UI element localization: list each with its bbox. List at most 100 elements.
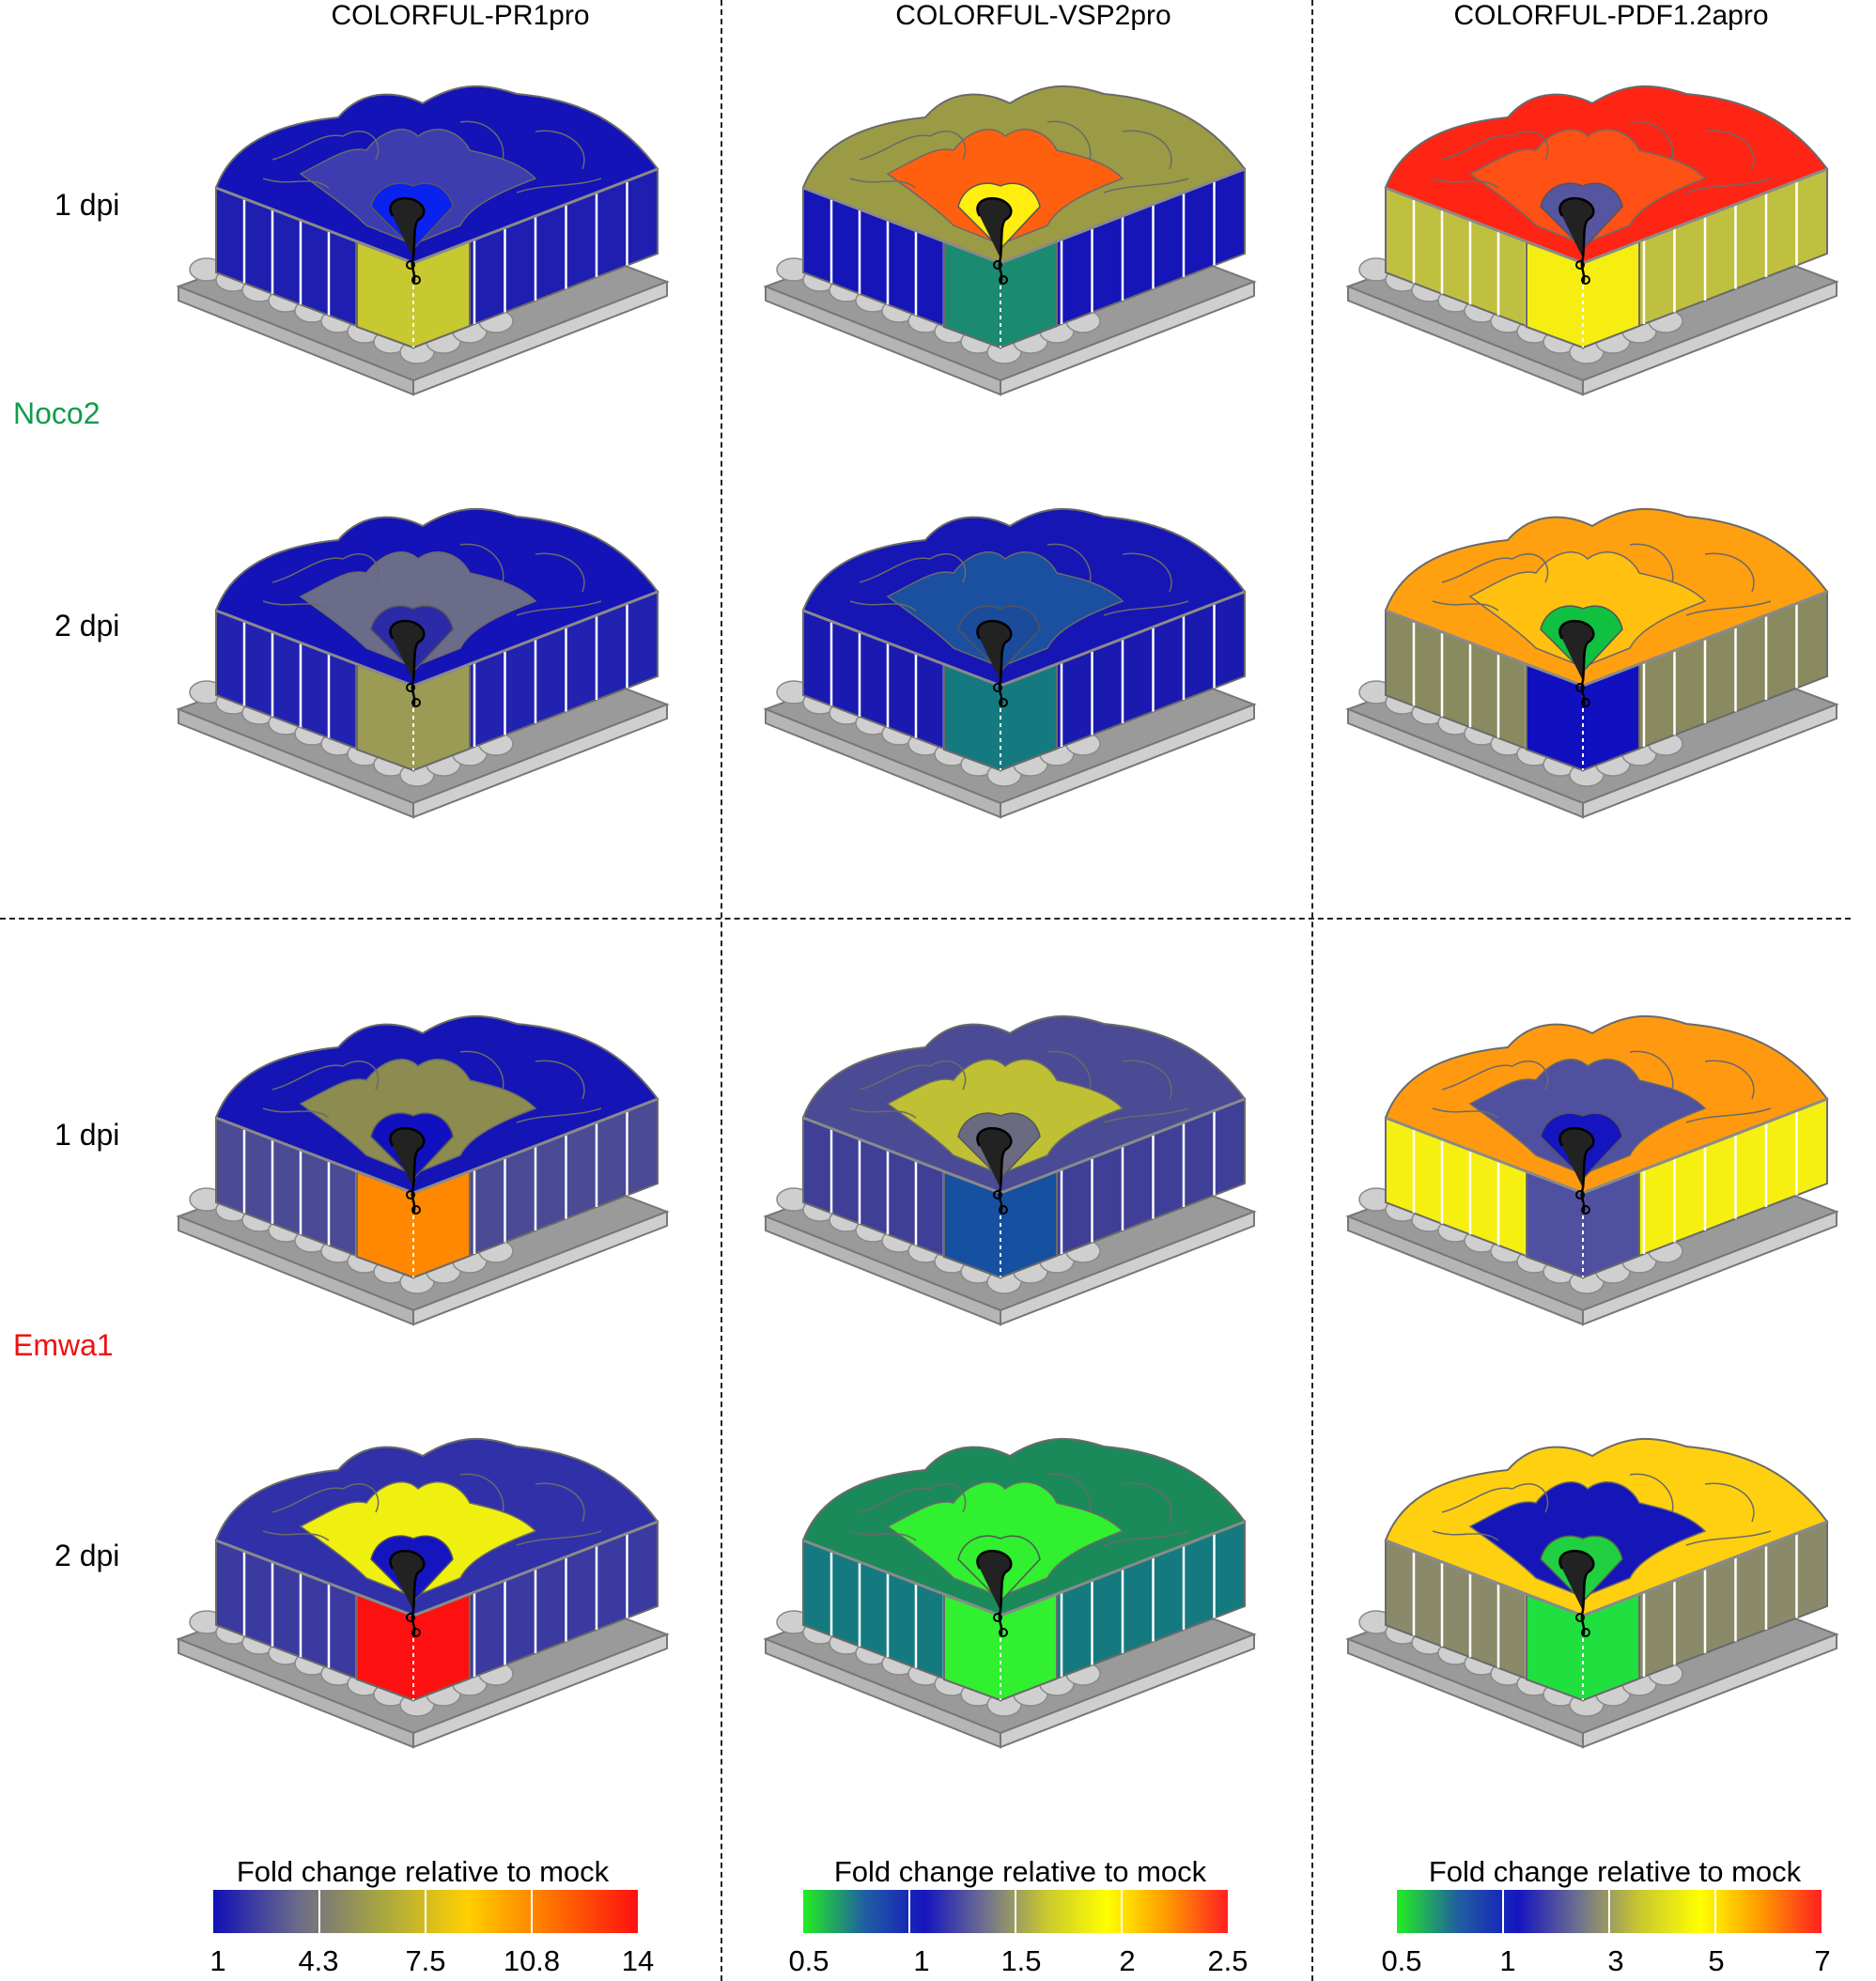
cell-outline xyxy=(1685,1107,1772,1123)
appressorium xyxy=(999,275,1008,285)
leaf-panel xyxy=(176,85,670,396)
cell-outline xyxy=(1103,178,1189,193)
row-label-emwa1-1dpi: 1 dpi xyxy=(54,1118,120,1152)
cell-outline xyxy=(1704,1482,1755,1523)
cell-outline xyxy=(262,1530,330,1541)
row-label-noco2-2dpi: 2 dpi xyxy=(54,609,120,642)
cell-outline xyxy=(849,1530,917,1541)
cell-outline xyxy=(849,1107,917,1119)
appressorium xyxy=(1581,698,1590,707)
hypha xyxy=(1558,196,1595,259)
cell-outline xyxy=(459,120,504,161)
pathogen-label-noco2: Noco2 xyxy=(13,396,101,430)
cell-outline xyxy=(859,1064,931,1091)
colorbars xyxy=(213,1890,1822,1933)
appressorium xyxy=(1581,275,1590,285)
appressorium xyxy=(993,1190,1002,1199)
hypha-stem xyxy=(998,1187,1003,1215)
base-edge-right xyxy=(412,1210,668,1326)
cell-outline xyxy=(516,1107,602,1123)
leaf-panel xyxy=(763,85,1257,396)
cell-outline xyxy=(516,600,602,616)
cell-outline xyxy=(535,130,585,170)
colorbar-tick: 7 xyxy=(1814,1944,1831,1977)
colorbar-tick: 1 xyxy=(209,1944,226,1977)
hypha xyxy=(389,1126,426,1189)
cell-outline xyxy=(342,1060,380,1091)
leaf-panel xyxy=(763,1014,1257,1326)
hypha-stem xyxy=(411,680,416,707)
cell-outline xyxy=(1441,134,1513,161)
cell-outline xyxy=(1047,120,1092,161)
column-title-pr1: COLORFUL-PR1pro xyxy=(331,0,590,31)
cell-outline xyxy=(1103,1530,1189,1546)
cell-outline xyxy=(459,1050,504,1091)
cell-outline xyxy=(516,1530,602,1546)
leaf-panel xyxy=(1345,1014,1839,1326)
cell-outline xyxy=(929,131,967,161)
appressorium xyxy=(1575,683,1585,692)
colorbar-tick: 1.5 xyxy=(1000,1944,1042,1977)
hypha-stem xyxy=(998,257,1003,285)
cell-outline xyxy=(1512,1060,1549,1091)
cell-outline xyxy=(1432,1530,1499,1541)
colorbar-title-pdf12: Fold change relative to mock xyxy=(1428,1855,1802,1888)
divider-horizontal xyxy=(0,918,1851,920)
cell-outline xyxy=(342,131,380,161)
cell-outline xyxy=(459,543,504,583)
cell-outline xyxy=(1103,600,1189,616)
cell-outline xyxy=(1441,1064,1513,1091)
appressorium xyxy=(1575,260,1585,270)
colorbar-tick: 5 xyxy=(1708,1944,1725,1977)
cell-outline xyxy=(1432,600,1499,611)
cell-outline xyxy=(342,553,380,583)
appressorium xyxy=(411,275,421,285)
cell-outline xyxy=(1103,1107,1189,1123)
colorbar-tick: 2.5 xyxy=(1207,1944,1248,1977)
hypha xyxy=(976,1549,1013,1612)
cell-outline xyxy=(859,1487,931,1513)
appressorium xyxy=(993,1613,1002,1622)
base-edge-right xyxy=(1000,1633,1255,1749)
hypha-stem xyxy=(411,257,416,285)
cell-outline xyxy=(849,600,917,611)
base-edge-right xyxy=(412,1633,668,1749)
colorbar-tick: 0.5 xyxy=(788,1944,829,1977)
leaf-panel xyxy=(1345,1437,1839,1749)
cell-outline xyxy=(262,1107,330,1119)
cell-outline xyxy=(271,1064,344,1091)
appressorium xyxy=(406,1613,415,1622)
hypha xyxy=(976,619,1013,682)
leaf-panels xyxy=(176,85,1839,1749)
cell-outline xyxy=(1432,178,1499,189)
cell-outline xyxy=(535,1482,585,1523)
cell-outline xyxy=(262,600,330,611)
colorbar-tick: 1 xyxy=(1499,1944,1516,1977)
cell-outline xyxy=(1047,1050,1092,1091)
colorbar-tick: 1 xyxy=(913,1944,930,1977)
hypha xyxy=(389,196,426,259)
cell-outline xyxy=(1704,552,1755,593)
appressorium xyxy=(411,1628,421,1637)
leaf-panel xyxy=(1345,507,1839,819)
cell-outline xyxy=(1685,1530,1772,1546)
colorbar-tick: 10.8 xyxy=(503,1944,561,1977)
hypha xyxy=(1558,1549,1595,1612)
base-edge-right xyxy=(412,280,668,396)
hypha xyxy=(389,619,426,682)
appressorium xyxy=(993,683,1002,692)
appressorium xyxy=(993,260,1002,270)
cell-outline xyxy=(849,178,917,189)
appressorium xyxy=(999,698,1008,707)
cell-outline xyxy=(535,552,585,593)
cell-outline xyxy=(1685,600,1772,616)
hypha-stem xyxy=(998,1610,1003,1637)
hypha-stem xyxy=(1580,680,1586,707)
cell-outline xyxy=(262,178,330,189)
hypha-stem xyxy=(998,680,1003,707)
cell-outline xyxy=(1512,131,1549,161)
row-label-noco2-1dpi: 1 dpi xyxy=(54,188,120,222)
leaf-panel xyxy=(763,1437,1257,1749)
cell-outline xyxy=(516,178,602,193)
colorbar-title-vsp2: Fold change relative to mock xyxy=(833,1855,1207,1888)
